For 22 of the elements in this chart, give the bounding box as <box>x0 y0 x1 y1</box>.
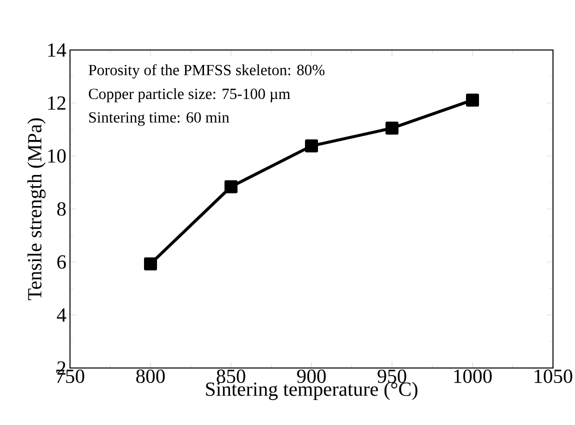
annotation: Copper particle size: 75-100 µm <box>88 88 290 102</box>
point <box>466 94 479 107</box>
y-tick-label: 14 <box>48 43 66 57</box>
y-tick-label: 4 <box>56 308 66 322</box>
x-tick-label: 1050 <box>534 370 572 384</box>
annotation: Sintering time: 60 min <box>89 112 230 126</box>
annotation: Porosity of the PMFSS skeleton: 80% <box>88 64 324 78</box>
point <box>305 139 318 152</box>
y-tick-label: 8 <box>57 202 66 216</box>
y-axis-title: Tensile strength (MPa) <box>27 118 46 300</box>
x-tick-label: 900 <box>297 370 326 384</box>
point <box>386 122 398 135</box>
y-tick-label: 12 <box>48 96 66 110</box>
x-tick-label: 950 <box>378 370 406 384</box>
point <box>144 257 158 270</box>
point <box>224 180 238 194</box>
x-axis-title: Sintering temperature (°C) <box>206 382 418 400</box>
y-tick-label: 6 <box>57 255 66 269</box>
x-tick-label: 850 <box>216 370 246 384</box>
x-tick-label: 800 <box>136 370 165 384</box>
x-tick-label: 1000 <box>454 370 492 384</box>
y-tick-label: 10 <box>48 149 66 163</box>
